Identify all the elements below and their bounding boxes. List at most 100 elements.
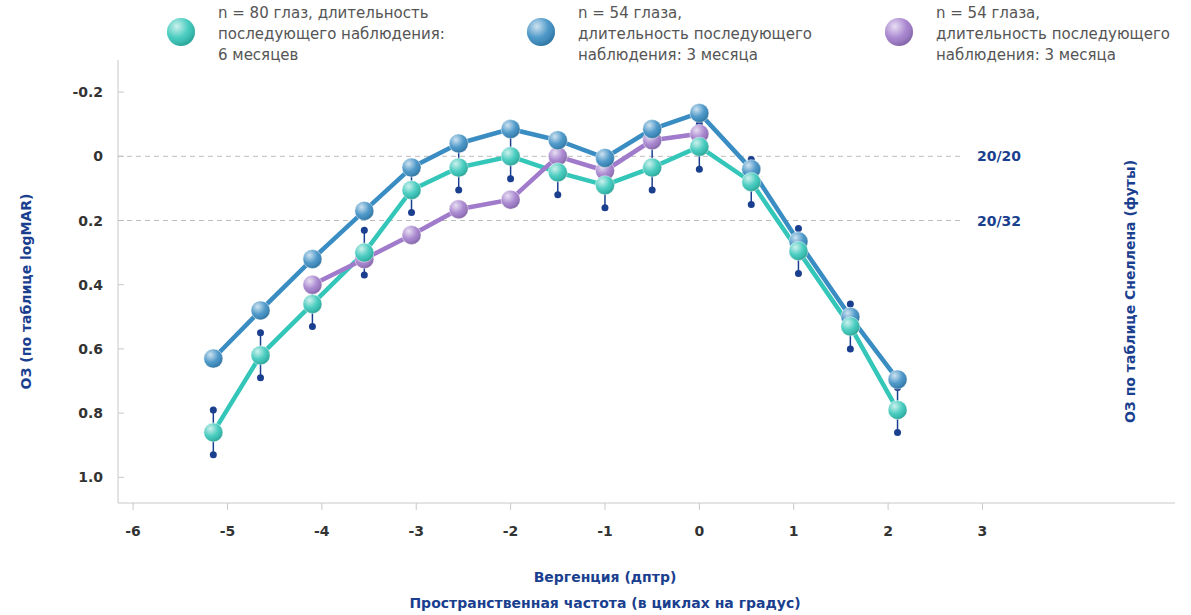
marker-highlight xyxy=(251,346,270,365)
marker-highlight xyxy=(355,243,374,262)
series-line xyxy=(213,113,897,379)
y-axis xyxy=(118,60,119,503)
y2-axis-label: ОЗ по таблице Снеллена (футы) xyxy=(1122,160,1138,423)
series-marker xyxy=(690,103,709,122)
marker-highlight xyxy=(501,190,520,209)
error-bar-cap xyxy=(696,166,703,173)
error-bar-cap xyxy=(894,429,901,436)
marker-highlight xyxy=(402,225,421,244)
legend-label-line: n = 54 глаза, xyxy=(936,4,1040,22)
y-tick-label: -0.2 xyxy=(72,84,103,100)
x-tick-label: 0 xyxy=(694,523,704,539)
series-marker xyxy=(501,120,520,139)
x-tick xyxy=(227,503,228,510)
marker-highlight xyxy=(449,200,468,219)
series-marker xyxy=(548,131,567,150)
series-marker xyxy=(303,250,322,269)
error-bar-cap xyxy=(257,329,264,336)
series-marker xyxy=(449,134,468,153)
marker-highlight xyxy=(690,103,709,122)
legend-label: n = 54 глаза, длительность последующего на… xyxy=(936,4,1170,64)
x-tick-label: -2 xyxy=(503,523,519,539)
x-tick xyxy=(699,503,700,510)
legend-swatch xyxy=(527,18,555,46)
error-bar-cap xyxy=(455,187,462,194)
series-marker xyxy=(204,423,223,442)
series-marker xyxy=(841,317,860,336)
error-bar-cap xyxy=(507,175,514,182)
marker-highlight xyxy=(402,181,421,200)
y-tick-label: 0.8 xyxy=(78,405,103,421)
x-tick-label: -4 xyxy=(314,523,330,539)
marker-highlight xyxy=(643,158,662,177)
x-tick-label: -6 xyxy=(125,523,141,539)
series-marker xyxy=(501,147,520,166)
y-tick xyxy=(118,413,124,414)
series-marker xyxy=(501,190,520,209)
y-tick-label: 0.2 xyxy=(78,213,103,229)
marker-highlight xyxy=(303,275,322,294)
y-tick xyxy=(118,348,124,349)
series-marker xyxy=(742,172,761,191)
error-bar-cap xyxy=(847,300,854,307)
series-marker xyxy=(449,200,468,219)
error-bar-cap xyxy=(748,201,755,208)
series-marker xyxy=(789,242,808,261)
series-marker xyxy=(251,301,270,320)
series-marker xyxy=(303,275,322,294)
y-tick-label: 0.6 xyxy=(78,341,103,357)
marker-highlight xyxy=(742,172,761,191)
series-marker xyxy=(888,400,907,419)
series-marker xyxy=(355,201,374,220)
marker-highlight xyxy=(449,134,468,153)
x-tick xyxy=(133,503,134,510)
y2-tick-label: 20/32 xyxy=(977,213,1021,229)
series-marker xyxy=(402,181,421,200)
marker-highlight xyxy=(888,400,907,419)
error-bar-cap xyxy=(408,209,415,216)
marker-highlight xyxy=(690,137,709,156)
error-bar-cap xyxy=(649,187,656,194)
error-bar-cap xyxy=(361,227,368,234)
marker-highlight xyxy=(204,349,223,368)
series-marker xyxy=(204,349,223,368)
legend-label: n = 54 глаза,длительность последующегона… xyxy=(578,4,812,64)
marker-highlight xyxy=(402,158,421,177)
x-tick-label: 3 xyxy=(978,523,988,539)
x-axis xyxy=(118,503,1175,504)
error-bar-cap xyxy=(210,406,217,413)
marker-highlight xyxy=(501,147,520,166)
chart: -0.200.20.40.60.81.0-6-5-4-3-2-1012320/2… xyxy=(0,0,1191,615)
marker-highlight xyxy=(789,242,808,261)
series-line xyxy=(213,147,897,433)
legend-swatch xyxy=(167,18,195,46)
x-axis-label: Пространственная частота (в циклах на гр… xyxy=(409,595,800,611)
error-bar-cap xyxy=(795,225,802,232)
x-tick-label: -1 xyxy=(597,523,613,539)
marker-highlight xyxy=(595,148,614,167)
marker-highlight xyxy=(303,250,322,269)
marker-highlight xyxy=(595,176,614,195)
series-marker xyxy=(548,163,567,182)
error-bar-cap xyxy=(795,270,802,277)
error-bar-cap xyxy=(601,204,608,211)
legend-label-line: длительность последующего xyxy=(936,25,1170,43)
y-tick-label: 0 xyxy=(93,148,103,164)
x-tick xyxy=(793,503,794,510)
x-tick xyxy=(982,503,983,510)
marker-highlight xyxy=(841,317,860,336)
legend-swatch xyxy=(885,18,913,46)
legend-label-line: наблюдения: 3 месяца xyxy=(578,46,758,64)
series-marker xyxy=(402,225,421,244)
series-marker xyxy=(643,158,662,177)
x-tick-label: -3 xyxy=(408,523,424,539)
error-bar-cap xyxy=(554,191,561,198)
series-marker xyxy=(690,137,709,156)
legend-label-line: наблюдения: 3 месяца xyxy=(936,46,1116,64)
marker-highlight xyxy=(548,163,567,182)
error-bar-cap xyxy=(361,272,368,279)
y-tick xyxy=(118,477,124,478)
legend-label-line: n = 54 глаза, xyxy=(578,4,682,22)
series-marker xyxy=(303,294,322,313)
y2-reference-line xyxy=(118,156,962,157)
